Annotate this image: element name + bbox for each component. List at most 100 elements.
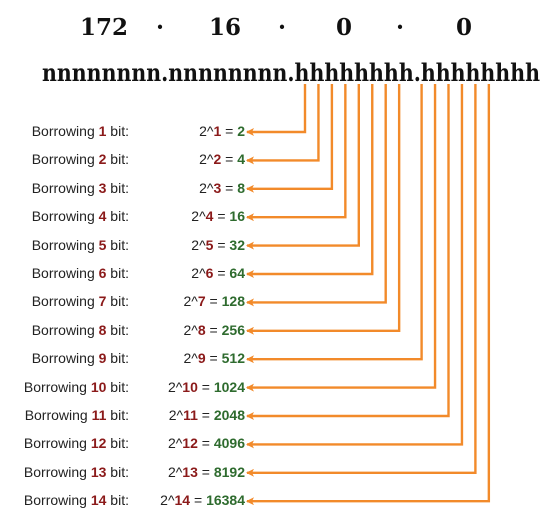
label-suffix: bit: (106, 265, 129, 281)
subnet-count: 4096 (213, 435, 245, 452)
borrowing-label: Borrowing 14 bit: (24, 492, 129, 508)
bit-count: 5 (98, 236, 107, 253)
label-suffix: bit: (106, 236, 129, 253)
octet-separator: · (396, 14, 405, 41)
borrowing-label: Borrowing 11 bit: (25, 407, 129, 423)
label-suffix: bit: (106, 151, 129, 168)
bit-count: 13 (90, 463, 107, 480)
power-base: 2^ (191, 236, 206, 253)
power-expression: 2^11 = 2048 (169, 407, 245, 423)
label-prefix: Borrowing (23, 378, 91, 395)
equals-sign: = (190, 492, 207, 509)
borrowing-label: Borrowing 4 bit: (32, 208, 129, 224)
subnet-count: 2 (237, 123, 245, 139)
exponent: 6 (205, 265, 214, 281)
octet-3: 0 (336, 14, 353, 41)
octet-4: 0 (456, 14, 473, 41)
equals-sign: = (213, 208, 230, 225)
label-suffix: bit: (106, 179, 129, 196)
subnet-count: 32 (229, 236, 245, 253)
subnet-count: 2048 (213, 407, 245, 423)
power-expression: 2^14 = 16384 (160, 492, 245, 508)
bit-arrow (246, 84, 307, 136)
power-base: 2^ (199, 151, 214, 168)
equals-sign: = (205, 321, 222, 338)
exponent: 3 (213, 179, 222, 196)
octet-1: 172 (80, 14, 129, 41)
power-expression: 2^2 = 4 (199, 151, 245, 167)
label-suffix: bit: (106, 378, 129, 395)
bit-arrow (246, 84, 387, 307)
equals-sign: = (213, 265, 230, 281)
label-prefix: Borrowing (31, 321, 99, 338)
label-prefix: Borrowing (31, 208, 99, 225)
octet-separator: · (278, 14, 287, 41)
exponent: 7 (197, 293, 206, 310)
equals-sign: = (213, 236, 230, 253)
borrowing-label: Borrowing 6 bit: (32, 265, 129, 281)
equals-sign: = (197, 463, 214, 480)
bit-count: 8 (98, 321, 107, 338)
bit-pattern-text: nnnnnnnn.nnnnnnnn.hhhhhhhh.hhhhhhhh (42, 59, 540, 87)
label-suffix: bit: (106, 435, 129, 452)
exponent: 8 (197, 321, 206, 338)
exponent: 11 (183, 407, 198, 423)
borrowing-label: Borrowing 5 bit: (32, 237, 129, 253)
label-prefix: Borrowing (31, 350, 99, 367)
power-base: 2^ (168, 407, 184, 423)
borrowing-label: Borrowing 12 bit: (24, 435, 129, 451)
power-base: 2^ (183, 350, 198, 367)
label-prefix: Borrowing (31, 123, 99, 139)
bit-arrow (246, 84, 401, 335)
power-base: 2^ (183, 293, 198, 310)
equals-sign: = (221, 179, 238, 196)
borrowing-label: Borrowing 7 bit: (32, 293, 129, 309)
label-prefix: Borrowing (31, 151, 99, 168)
label-suffix: bit: (106, 123, 129, 139)
bit-arrow (246, 84, 464, 449)
subnet-count: 8192 (213, 463, 245, 480)
subnet-count: 256 (221, 321, 245, 338)
exponent: 4 (205, 208, 214, 225)
exponent: 13 (182, 463, 198, 480)
bit-count: 10 (90, 378, 107, 395)
label-prefix: Borrowing (23, 435, 91, 452)
power-base: 2^ (183, 321, 198, 338)
label-prefix: Borrowing (23, 463, 91, 480)
bit-count: 1 (98, 123, 107, 139)
bit-count: 4 (98, 208, 107, 225)
borrowing-label: Borrowing 3 bit: (32, 180, 129, 196)
subnet-count: 1024 (213, 378, 245, 395)
borrowing-label: Borrowing 9 bit: (32, 350, 129, 366)
bit-arrow (246, 84, 334, 193)
label-prefix: Borrowing (23, 492, 91, 509)
bit-arrow (246, 84, 437, 392)
exponent: 14 (174, 492, 191, 509)
power-expression: 2^3 = 8 (199, 180, 245, 196)
exponent: 2 (213, 151, 222, 168)
exponent: 1 (213, 123, 222, 139)
bit-count: 6 (98, 265, 107, 281)
power-expression: 2^10 = 1024 (168, 379, 245, 395)
bit-arrow (246, 84, 347, 222)
bit-arrow (246, 84, 491, 506)
label-suffix: bit: (106, 321, 129, 338)
power-expression: 2^8 = 256 (184, 322, 245, 338)
bit-arrow (246, 84, 360, 250)
bit-arrow (246, 84, 450, 420)
subnet-count: 4 (237, 151, 245, 168)
equals-sign: = (221, 123, 238, 139)
borrowing-label: Borrowing 2 bit: (32, 151, 129, 167)
label-prefix: Borrowing (24, 407, 92, 423)
bit-count: 7 (98, 293, 107, 310)
power-expression: 2^1 = 2 (199, 123, 245, 139)
equals-sign: = (205, 293, 222, 310)
power-base: 2^ (191, 265, 206, 281)
bit-pattern: nnnnnnnn.nnnnnnnn.hhhhhhhh.hhhhhhhh (42, 59, 540, 87)
power-expression: 2^4 = 16 (191, 208, 245, 224)
power-base: 2^ (191, 208, 206, 225)
label-suffix: bit: (106, 208, 129, 225)
label-prefix: Borrowing (31, 293, 99, 310)
